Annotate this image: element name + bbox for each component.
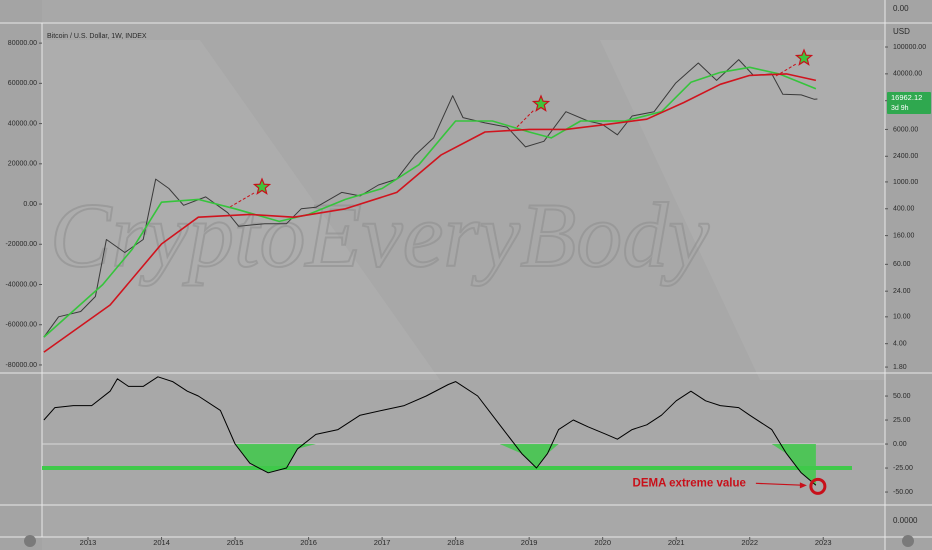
y2-tick-label: -20000.00 <box>5 241 37 248</box>
x-tick-label: 2015 <box>227 538 244 547</box>
y-tick-label: -50.00 <box>893 489 913 496</box>
x-tick-label: 2016 <box>300 538 317 547</box>
y-tick-label: 1000.00 <box>893 179 918 186</box>
sub-pane-label: 0.0000 <box>893 516 918 525</box>
arrow-head <box>799 482 807 489</box>
y2-tick-label: 80000.00 <box>8 40 37 47</box>
x-tick-label: 2020 <box>594 538 611 547</box>
arrow <box>775 63 797 77</box>
y-tick-label: 0.00 <box>893 441 907 448</box>
y-tick-label: 40000.00 <box>893 71 922 78</box>
last-price-label: 16962.12 <box>891 93 922 102</box>
y-tick-label: 6000.00 <box>893 126 918 133</box>
annotation-label: DEMA extreme value <box>633 477 746 489</box>
y-tick-label: 24.00 <box>893 288 911 295</box>
x-tick-label: 2021 <box>668 538 685 547</box>
annotation-stars <box>229 63 797 208</box>
y2-tick-label: 40000.00 <box>8 120 37 127</box>
ema-line <box>43 66 817 338</box>
price-line <box>43 376 817 486</box>
y2-tick-label: -60000.00 <box>5 322 37 329</box>
y2-tick-label: 60000.00 <box>8 80 37 87</box>
logo-right <box>902 535 914 547</box>
y-tick-label: 1.80 <box>893 364 907 371</box>
watermark: CryptoEveryBody <box>50 184 709 286</box>
negative-fill <box>771 444 816 486</box>
y2-tick-label: 0.00 <box>23 201 37 208</box>
x-tick-label: 2017 <box>374 538 391 547</box>
x-tick-label: 2023 <box>815 538 832 547</box>
last-price-badge <box>887 91 931 114</box>
star <box>531 94 551 112</box>
star <box>794 48 814 66</box>
price-line <box>43 59 818 338</box>
y-tick-label: 100000.00 <box>893 44 926 51</box>
y2-tick-label: 20000.00 <box>8 161 37 168</box>
extreme-marker <box>809 477 827 495</box>
y-tick-label: 50.00 <box>893 393 911 400</box>
currency-label: USD <box>893 27 910 36</box>
y-tick-label: -25.00 <box>893 465 913 472</box>
x-tick-label: 2013 <box>80 538 97 547</box>
y-tick-label: 2400.00 <box>893 153 918 160</box>
x-tick-label: 2018 <box>447 538 464 547</box>
y-tick-label: 60.00 <box>893 261 911 268</box>
y2-tick-label: -40000.00 <box>5 281 37 288</box>
x-tick-label: 2022 <box>741 538 758 547</box>
logo-left <box>24 535 36 547</box>
shade <box>600 40 885 380</box>
y-tick-label: 160.00 <box>893 232 915 239</box>
x-tick-label: 2014 <box>153 538 170 547</box>
annotation-arrow <box>755 482 805 486</box>
y-tick-label: 25.00 <box>893 417 911 424</box>
top-pane-label: 0.00 <box>893 4 909 13</box>
ema-line <box>43 73 817 353</box>
y-tick-label: 10.00 <box>893 314 911 321</box>
negative-fill <box>499 444 559 468</box>
chart-title: Bitcoin / U.S. Dollar, 1W, INDEX <box>47 33 147 40</box>
star <box>252 177 272 195</box>
y-tick-label: 400.00 <box>893 206 915 213</box>
x-tick-label: 2019 <box>521 538 538 547</box>
negative-fill <box>220 444 316 473</box>
y2-tick-label: -80000.00 <box>5 362 37 369</box>
y-tick-label: 4.00 <box>893 341 907 348</box>
arrow <box>516 109 535 128</box>
countdown-label: 3d 9h <box>891 105 909 112</box>
